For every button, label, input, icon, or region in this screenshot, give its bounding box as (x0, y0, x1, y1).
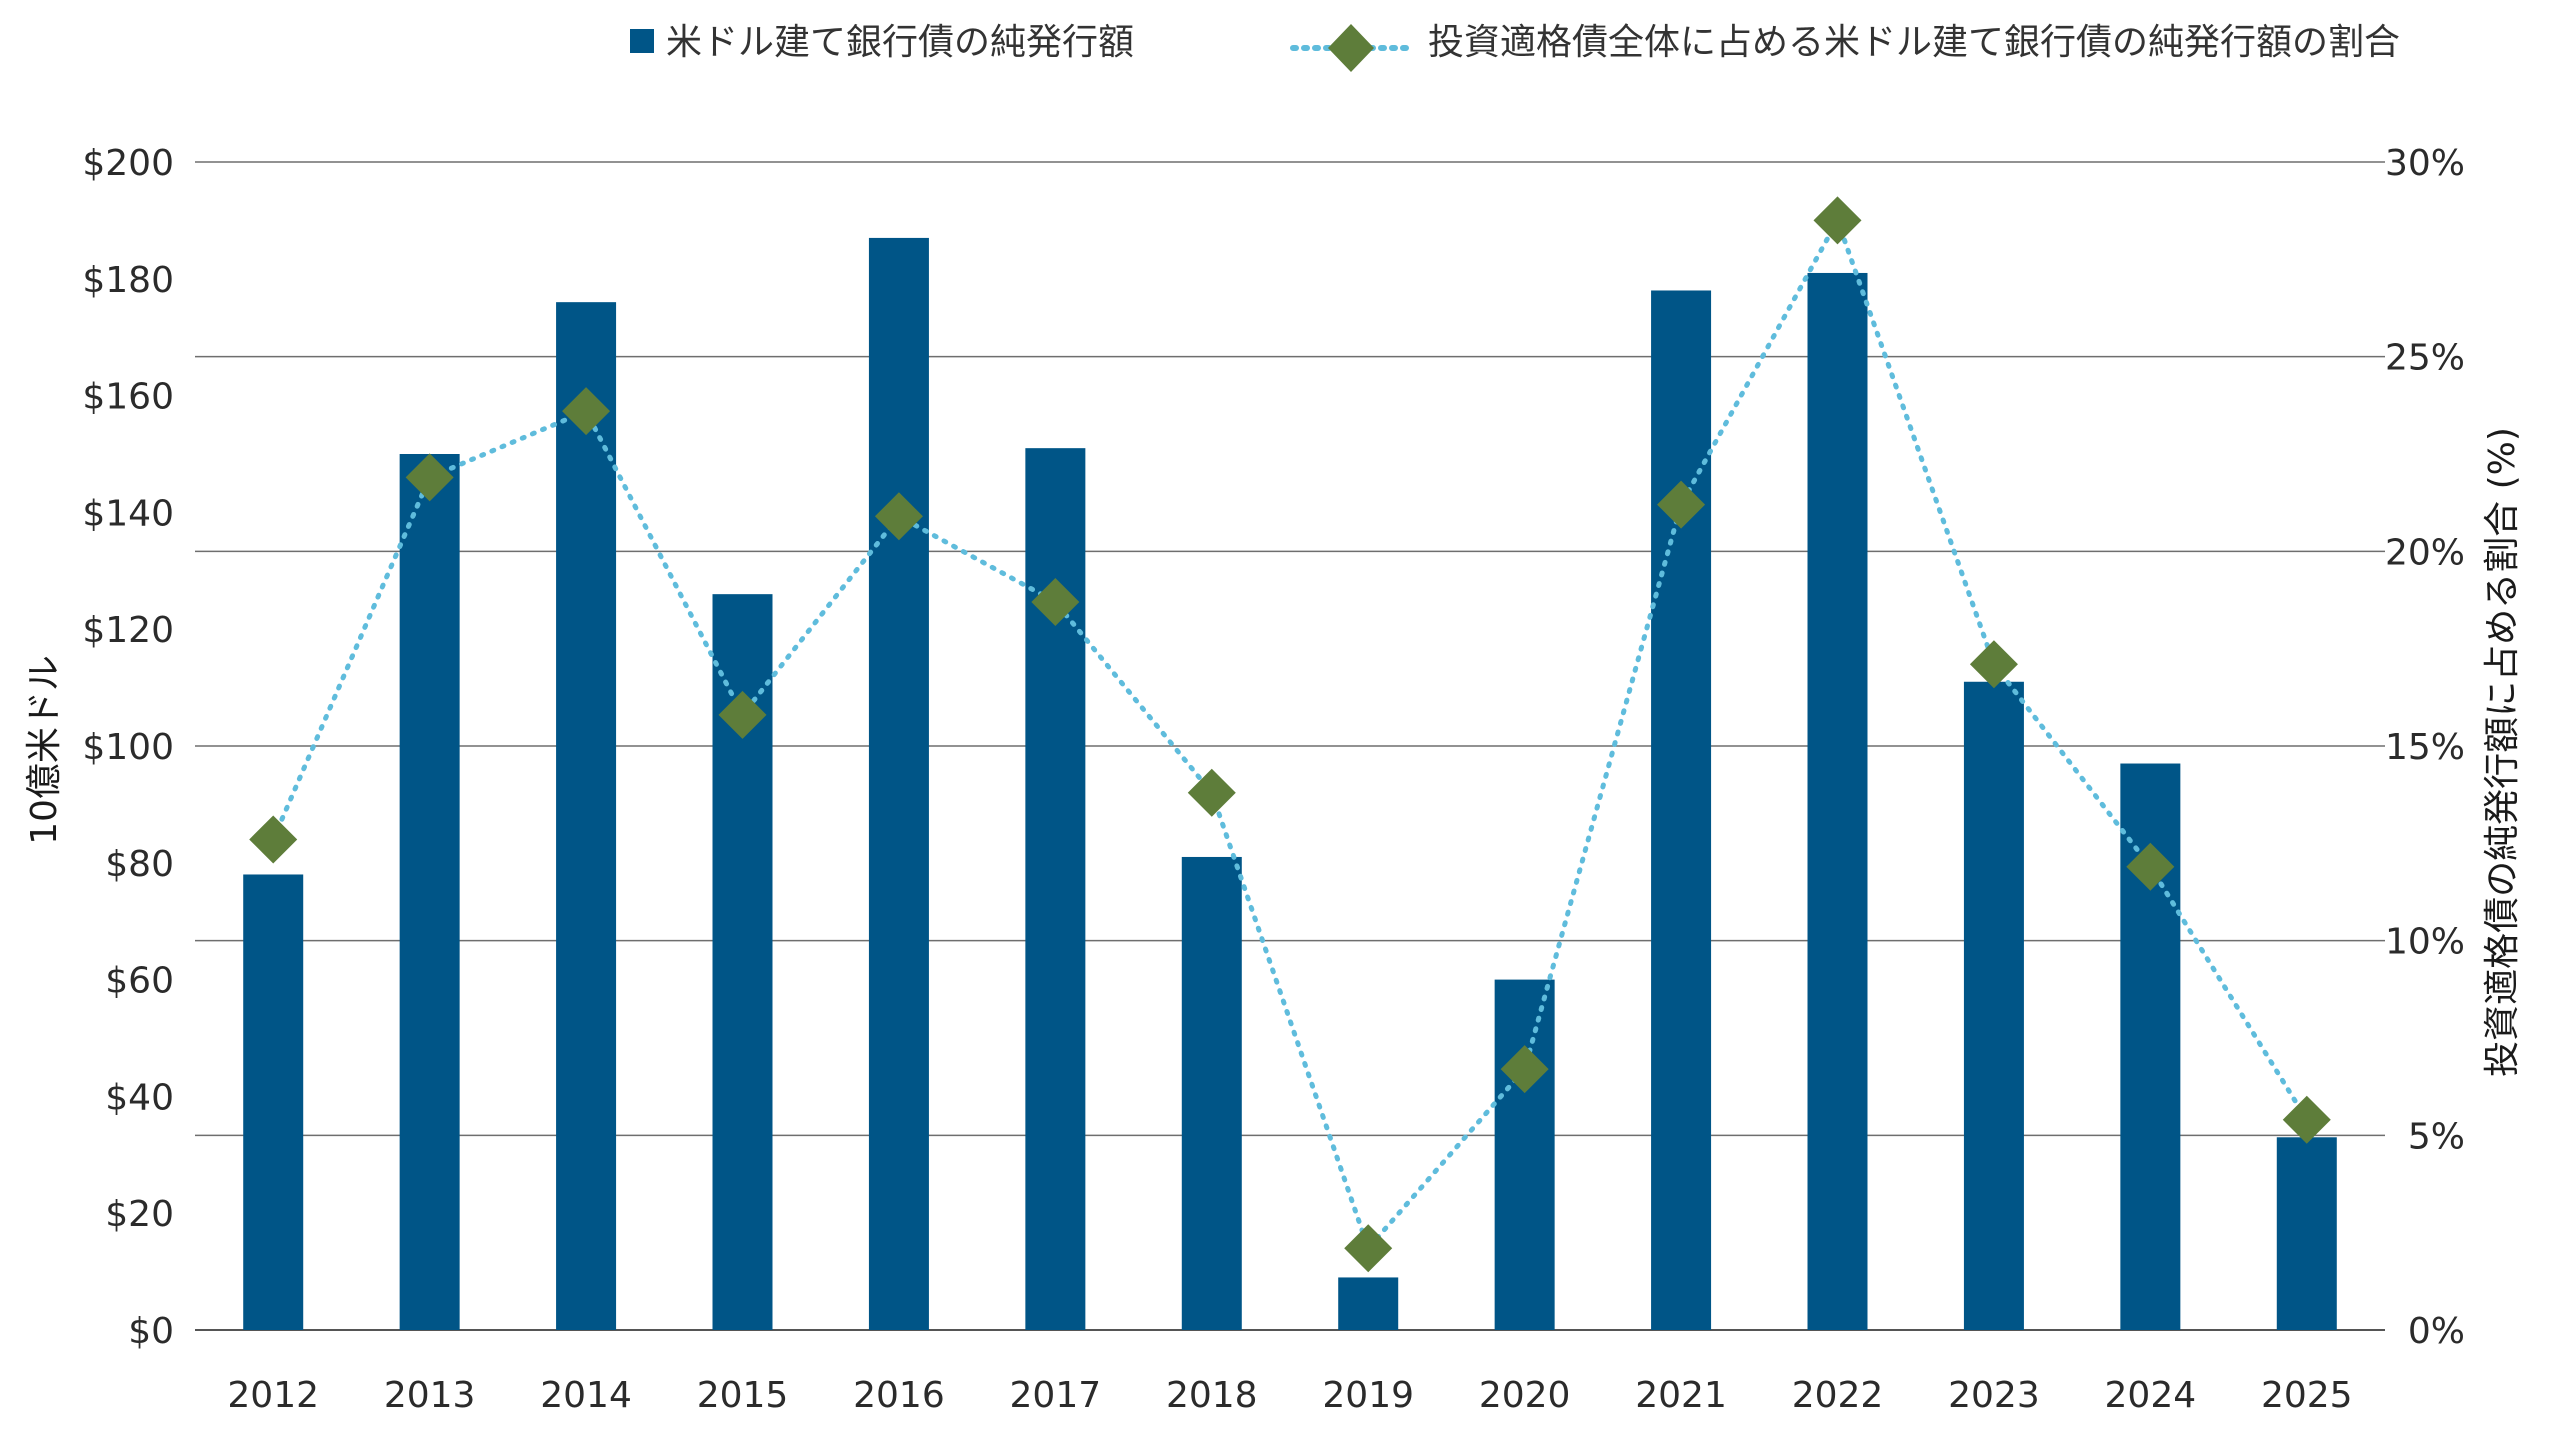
left-tick-label: $80 (105, 844, 174, 885)
marker-2022 (1813, 196, 1862, 245)
x-tick-label: 2019 (1322, 1375, 1414, 1416)
left-tick-label: $180 (82, 260, 174, 301)
marker-2023 (1969, 640, 2018, 689)
x-tick-label: 2014 (540, 1375, 632, 1416)
right-tick-label: 5% (2408, 1116, 2465, 1157)
legend-bar-label: 米ドル建て銀行債の純発行額 (666, 22, 1134, 63)
bar-2021 (1651, 290, 1712, 1331)
legend: 米ドル建て銀行債の純発行額 投資適格債全体に占める米ドル建て銀行債の純発行額の割… (630, 22, 2400, 72)
right-tick-label: 15% (2385, 727, 2465, 768)
marker-2025 (2282, 1095, 2331, 1144)
x-tick-label: 2015 (697, 1375, 789, 1416)
left-tick-label: $100 (82, 727, 174, 768)
marker-2012 (249, 815, 298, 864)
bar-2018 (1181, 856, 1242, 1330)
share-line (270, 217, 2310, 1251)
x-tick-label: 2012 (227, 1375, 319, 1416)
x-tick-label: 2017 (1010, 1375, 1102, 1416)
bar-2016 (868, 237, 929, 1330)
marker-2020 (1500, 1045, 1549, 1094)
bar-2014 (556, 302, 617, 1330)
x-tick-label: 2025 (2261, 1375, 2353, 1416)
right-tick-label: 30% (2385, 143, 2465, 184)
share-line-series (270, 217, 2310, 1251)
right-axis-title: 投資適格債の純発行額に占める割合 (%) (2482, 427, 2523, 1077)
legend-line-label: 投資適格債全体に占める米ドル建て銀行債の純発行額の割合 (1428, 22, 2400, 63)
marker-2018 (1187, 768, 1236, 817)
x-tick-label: 2021 (1635, 1375, 1727, 1416)
left-axis-title: 10億米ドル (24, 655, 65, 845)
bar-2025 (2276, 1137, 2337, 1330)
right-tick-label: 10% (2385, 922, 2465, 963)
x-tick-label: 2018 (1166, 1375, 1258, 1416)
left-axis-ticks: $0 $20 $40 $60 $80 $100 $120 $140 $160 $180 $200 (82, 143, 174, 1352)
left-tick-label: $40 (105, 1077, 174, 1118)
left-tick-label: $20 (105, 1194, 174, 1235)
marker-2016 (874, 492, 923, 541)
right-tick-label: 25% (2385, 338, 2465, 379)
marker-2014 (562, 387, 611, 436)
x-axis-ticks: 2012 2013 2014 2015 2016 2017 2018 2019 2020 2021… (227, 1375, 2352, 1416)
legend-diamond-marker-icon (1328, 24, 1374, 72)
left-tick-label: $140 (82, 493, 174, 534)
left-tick-label: $200 (82, 143, 174, 184)
x-tick-label: 2023 (1948, 1375, 2040, 1416)
right-tick-label: 0% (2408, 1311, 2465, 1352)
x-tick-label: 2016 (853, 1375, 945, 1416)
left-tick-label: $120 (82, 610, 174, 651)
marker-2013 (405, 453, 454, 502)
marker-2017 (1031, 577, 1080, 626)
marker-2015 (718, 690, 767, 739)
marker-2024 (2126, 842, 2175, 891)
right-axis-ticks: 0% 5% 10% 15% 20% 25% 30% (2385, 143, 2465, 1352)
bars (243, 237, 2337, 1331)
left-tick-label: $160 (82, 377, 174, 418)
x-tick-label: 2013 (384, 1375, 476, 1416)
bar-2013 (399, 454, 460, 1330)
x-tick-label: 2024 (2105, 1375, 2197, 1416)
x-tick-label: 2022 (1792, 1375, 1884, 1416)
share-markers (249, 196, 2331, 1273)
x-tick-label: 2020 (1479, 1375, 1571, 1416)
bar-2012 (243, 874, 304, 1330)
bar-2022 (1807, 272, 1868, 1331)
bar-2023 (1963, 681, 2024, 1330)
marker-2019 (1344, 1224, 1393, 1273)
left-tick-label: $60 (105, 961, 174, 1002)
legend-bar-swatch (630, 29, 654, 53)
marker-2021 (1657, 480, 1706, 529)
bar-2019 (1338, 1277, 1399, 1330)
bar-2020 (1494, 979, 1555, 1330)
right-tick-label: 20% (2385, 532, 2465, 573)
left-tick-label: $0 (128, 1311, 174, 1352)
